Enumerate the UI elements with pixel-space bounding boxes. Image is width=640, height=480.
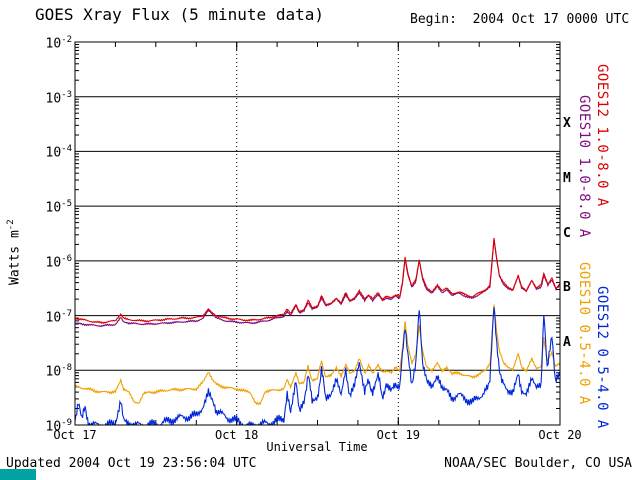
y-tick-label: 10-5 xyxy=(45,199,73,216)
series-line-goes12-1.0-8.0-a xyxy=(75,237,560,325)
y-tick-label: 10-4 xyxy=(45,144,73,161)
y-axis-title-exponent: -2 xyxy=(6,219,16,231)
series-line-goes10-0.5-4.0-a xyxy=(75,304,560,406)
flare-class-m: M xyxy=(563,170,571,186)
x-tick-label: Oct 18 xyxy=(214,428,259,442)
chart-title: GOES Xray Flux (5 minute data) xyxy=(35,5,324,24)
x-tick-label: Oct 20 xyxy=(538,428,582,442)
plot-border xyxy=(74,41,561,426)
series-label-goes10-1.0-8.0-a: GOES10 1.0-8.0 A xyxy=(576,95,592,238)
x-tick-label: Oct 17 xyxy=(53,428,97,442)
y-tick-label: 10-3 xyxy=(45,89,73,107)
y-axis-title: Watts m-2 xyxy=(6,219,22,285)
y-tick-label: 10-7 xyxy=(45,308,73,325)
series-line-goes10-1.0-8.0-a xyxy=(75,239,560,328)
credit-label: NOAA/SEC Boulder, CO USA xyxy=(444,456,632,471)
flare-class-c: C xyxy=(563,225,571,241)
series-label-goes12-1.0-8.0-a: GOES12 1.0-8.0 A xyxy=(594,64,610,207)
flare-class-a: A xyxy=(563,334,571,350)
series-line-goes12-0.5-4.0-a xyxy=(75,307,560,425)
y-tick-label: 10-2 xyxy=(45,35,73,52)
updated-timestamp: Updated 2004 Oct 19 23:56:04 UTC xyxy=(6,456,257,471)
series-label-goes12-0.5-4.0-a: GOES12 0.5-4.0 A xyxy=(594,286,610,429)
series-label-goes10-0.5-4.0-a: GOES10 0.5-4.0 A xyxy=(576,262,592,405)
x-axis-title: Universal Time xyxy=(266,440,368,454)
y-tick-label: 10-6 xyxy=(45,253,73,271)
begin-label: Begin: 2004 Oct 17 0000 UTC xyxy=(410,12,630,27)
x-tick-label: Oct 19 xyxy=(376,428,420,442)
y-tick-label: 10-9 xyxy=(45,418,73,435)
flare-class-b: B xyxy=(563,280,571,296)
y-axis-title-base: Watts m xyxy=(7,230,23,285)
footer-color-swatch xyxy=(0,469,36,480)
y-tick-label: 10-8 xyxy=(45,363,73,380)
flare-class-x: X xyxy=(563,116,571,132)
